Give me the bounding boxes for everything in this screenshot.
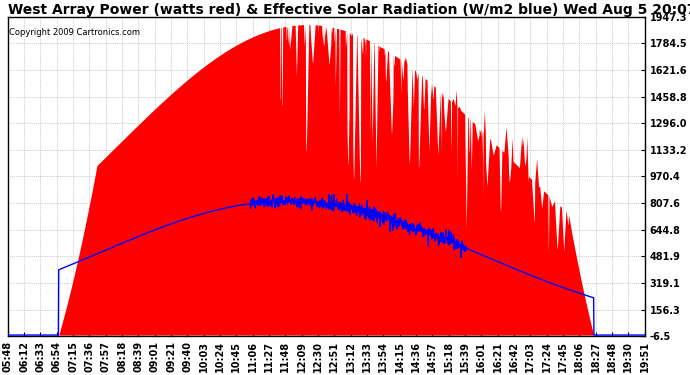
Text: Copyright 2009 Cartronics.com: Copyright 2009 Cartronics.com: [9, 28, 140, 37]
Text: West Array Power (watts red) & Effective Solar Radiation (W/m2 blue) Wed Aug 5 2: West Array Power (watts red) & Effective…: [8, 3, 690, 17]
